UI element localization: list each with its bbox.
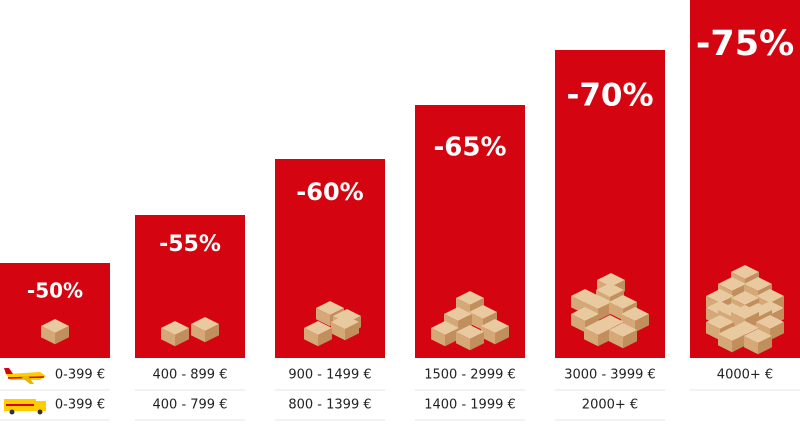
- box-left: [304, 328, 318, 347]
- box-left: [706, 322, 720, 341]
- discount-label: -70%: [566, 78, 653, 114]
- truck-icon: [4, 399, 46, 415]
- box-stack: [161, 317, 219, 347]
- price-range: 800 - 1399 €: [288, 398, 371, 413]
- box-left: [718, 334, 732, 353]
- price-range: 400 - 799 €: [153, 398, 228, 413]
- box-left: [584, 328, 598, 347]
- price-range: 4000+ €: [717, 368, 773, 383]
- discount-label: -55%: [159, 232, 221, 257]
- box-left: [571, 314, 585, 333]
- box-right: [598, 302, 612, 321]
- price-range: 1500 - 2999 €: [424, 368, 516, 383]
- box-right: [470, 332, 484, 351]
- discount-label: -50%: [27, 279, 83, 303]
- price-range: 2000+ €: [582, 398, 638, 413]
- price-range: 0-399 €: [55, 368, 105, 383]
- box-right: [205, 324, 219, 343]
- box-left: [469, 312, 483, 331]
- box-right: [445, 328, 459, 347]
- box-left: [744, 336, 758, 355]
- price-range: 900 - 1499 €: [288, 368, 371, 383]
- box-stack: [304, 301, 361, 347]
- box-right: [598, 328, 612, 347]
- box-left: [331, 322, 345, 341]
- box-left: [41, 326, 55, 345]
- box-left: [609, 330, 623, 349]
- box-right: [623, 330, 637, 349]
- box-right: [635, 314, 649, 333]
- price-range: 0-399 €: [55, 398, 105, 413]
- price-range: 1400 - 1999 €: [424, 398, 516, 413]
- box-stack: [431, 291, 509, 351]
- box-left: [191, 324, 205, 343]
- discount-label: -75%: [696, 24, 794, 64]
- box-stack: [706, 265, 784, 355]
- box-right: [345, 322, 359, 341]
- box-left: [609, 302, 623, 321]
- box-right: [758, 336, 772, 355]
- box-right: [495, 326, 509, 345]
- box-right: [770, 322, 784, 341]
- discount-label: -65%: [433, 133, 506, 163]
- price-range: 400 - 899 €: [153, 368, 228, 383]
- tier-bar: [135, 215, 245, 358]
- box-right: [175, 328, 189, 347]
- box-left: [456, 332, 470, 351]
- box-left: [161, 328, 175, 347]
- box-stack: [571, 273, 649, 349]
- box-stack: [41, 319, 69, 345]
- discount-label: -60%: [296, 178, 363, 206]
- box-left: [481, 326, 495, 345]
- box-right: [732, 334, 746, 353]
- box-right: [458, 314, 472, 333]
- box-left: [316, 308, 330, 327]
- box-left: [431, 328, 445, 347]
- box-right: [318, 328, 332, 347]
- box-right: [55, 326, 69, 345]
- plane-icon: [4, 368, 46, 384]
- price-range: 3000 - 3999 €: [564, 368, 656, 383]
